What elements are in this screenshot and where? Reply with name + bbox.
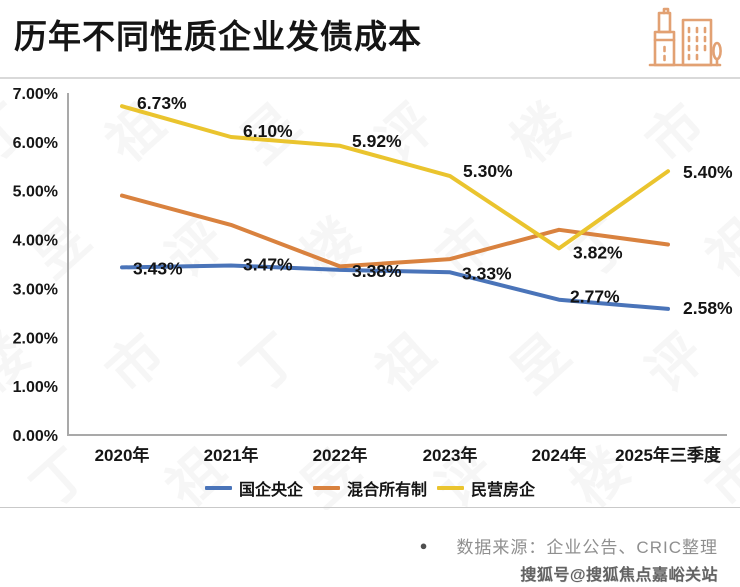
data-label-民营房企: 5.40% xyxy=(683,162,733,182)
page-title: 历年不同性质企业发债成本 xyxy=(14,18,422,55)
data-source-text: 数据来源：企业公告、CRIC整理 xyxy=(456,538,718,557)
legend-dash-icon xyxy=(312,486,340,490)
chart-legend: 国企央企 混合所有制 民营房企 xyxy=(0,476,740,500)
bullet-icon: ● xyxy=(419,538,429,553)
data-source-row: ● 数据来源：企业公告、CRIC整理 xyxy=(420,533,718,558)
data-label-国企央企: 2.58% xyxy=(683,298,733,318)
legend-label: 民营房企 xyxy=(471,482,536,499)
line-chart: 7.00% 6.00% 5.00% 4.00% 3.00% 2.00% 1.00% 0.00%… xyxy=(13,86,733,465)
legend-item-民营房企: 民营房企 xyxy=(437,476,535,500)
chart-area: 7.00% 6.00% 5.00% 4.00% 3.00% 2.00% 1.00% 0.00%… xyxy=(0,82,740,479)
x-tick-label: 2021年 xyxy=(204,445,259,465)
data-label-国企央企: 3.38% xyxy=(352,261,402,281)
y-tick-label: 6.00% xyxy=(13,135,58,152)
data-label-民营房企: 5.30% xyxy=(463,161,513,181)
header: 历年不同性质企业发债成本 xyxy=(0,0,740,79)
chart-line-国企央企 xyxy=(120,263,670,311)
x-tick-label: 2025年三季度 xyxy=(615,445,722,465)
legend-label: 混合所有制 xyxy=(346,482,427,499)
data-label-国企央企: 3.47% xyxy=(243,254,293,274)
buildings-icon xyxy=(648,7,722,67)
chart-axes xyxy=(67,93,727,436)
legend-item-混合所有制: 混合所有制 xyxy=(312,476,427,500)
legend-label: 国企央企 xyxy=(238,482,303,499)
bottom-divider xyxy=(0,507,740,508)
y-tick-label: 4.00% xyxy=(13,233,58,250)
data-label-国企央企: 2.77% xyxy=(570,287,620,307)
y-tick-label: 0.00% xyxy=(13,428,58,445)
y-tick-label: 7.00% xyxy=(13,86,58,103)
x-tick-label: 2023年 xyxy=(423,445,478,465)
chart-line-混合所有制 xyxy=(120,193,670,269)
legend-dash-icon xyxy=(437,486,464,490)
data-label-民营房企: 3.82% xyxy=(573,242,623,262)
data-label-国企央企: 3.43% xyxy=(133,258,183,278)
data-label-民营房企: 6.73% xyxy=(137,93,187,113)
y-tick-label: 1.00% xyxy=(13,379,58,396)
x-tick-label: 2020年 xyxy=(95,445,150,465)
footer: ● 数据来源：企业公告、CRIC整理 搜狐号@搜狐焦点嘉峪关站 xyxy=(420,533,718,585)
y-tick-label: 2.00% xyxy=(13,330,58,347)
y-tick-label: 5.00% xyxy=(13,184,58,201)
y-tick-label: 3.00% xyxy=(13,281,58,298)
data-label-民营房企: 5.92% xyxy=(352,131,402,151)
data-label-国企央企: 3.33% xyxy=(462,263,512,283)
chart-line-民营房企 xyxy=(120,104,670,251)
legend-item-国企央企: 国企央企 xyxy=(204,476,303,500)
data-label-民营房企: 6.10% xyxy=(243,121,293,141)
x-tick-label: 2022年 xyxy=(313,445,368,465)
legend-dash-icon xyxy=(204,486,232,490)
sohu-watermark: 搜狐号@搜狐焦点嘉峪关站 xyxy=(520,567,718,584)
x-tick-label: 2024年 xyxy=(532,445,587,465)
